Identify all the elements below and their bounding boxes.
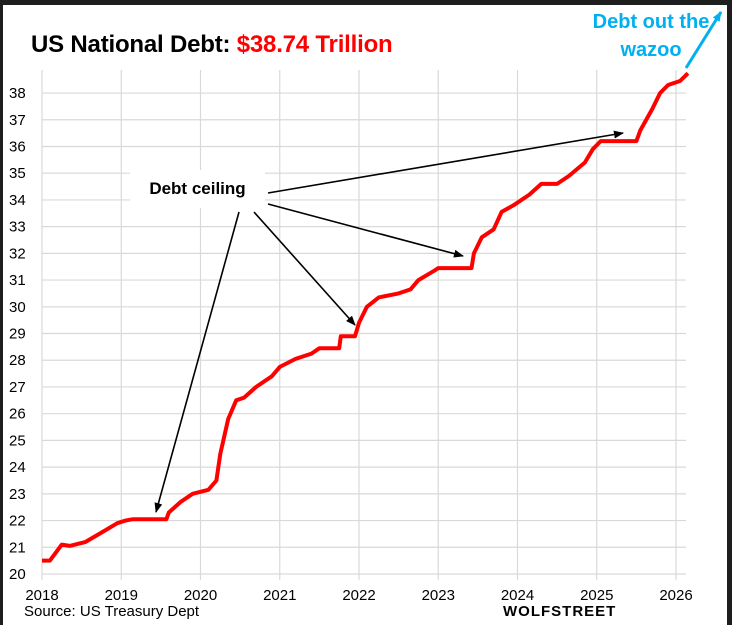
x-tick-label: 2021 bbox=[263, 587, 296, 604]
brand-logo: WOLFSTREET bbox=[503, 603, 617, 620]
x-tick-label: 2025 bbox=[580, 587, 613, 604]
gridlines bbox=[41, 70, 686, 580]
wazoo-line-2: wazoo bbox=[620, 39, 682, 61]
y-tick-label: 26 bbox=[9, 406, 26, 423]
x-tick-label: 2022 bbox=[342, 587, 375, 604]
debt-ceiling-label: Debt ceiling bbox=[130, 170, 265, 208]
y-tick-label: 29 bbox=[9, 326, 26, 343]
x-tick-label: 2024 bbox=[501, 587, 534, 604]
arrow-2021-ceiling bbox=[253, 211, 356, 326]
x-axis-ticks: 2018 2019 2020 2021 2022 2023 2024 2025 2026 bbox=[25, 587, 692, 604]
y-axis-ticks: 20 21 22 23 24 25 26 27 28 29 30 31 32 33 34 35 36 37 38 bbox=[9, 85, 26, 583]
y-tick-label: 33 bbox=[9, 219, 26, 236]
y-tick-label: 28 bbox=[9, 352, 26, 369]
x-tick-label: 2019 bbox=[105, 587, 138, 604]
y-tick-label: 27 bbox=[9, 379, 26, 396]
y-tick-label: 36 bbox=[9, 138, 26, 155]
y-tick-label: 32 bbox=[9, 245, 26, 262]
y-tick-label: 20 bbox=[9, 566, 26, 583]
title-prefix: US National Debt: bbox=[31, 31, 237, 58]
x-tick-label: 2018 bbox=[25, 587, 58, 604]
y-tick-label: 35 bbox=[9, 165, 26, 182]
debt-ceiling-arrows bbox=[154, 130, 624, 513]
x-tick-label: 2020 bbox=[184, 587, 217, 604]
y-tick-label: 22 bbox=[9, 513, 26, 530]
wazoo-annotation: Debt out the wazoo bbox=[573, 8, 729, 64]
y-tick-label: 23 bbox=[9, 486, 26, 503]
wazoo-arrow bbox=[684, 11, 723, 69]
chart-title: US National Debt: $38.74 Trillion bbox=[31, 31, 393, 59]
y-tick-label: 31 bbox=[9, 272, 26, 289]
y-tick-label: 24 bbox=[9, 459, 26, 476]
debt-series-line bbox=[42, 71, 690, 563]
arrow-2025-ceiling bbox=[267, 130, 624, 194]
wazoo-line-1: Debt out the bbox=[592, 11, 710, 33]
y-tick-label: 30 bbox=[9, 299, 26, 316]
y-tick-label: 25 bbox=[9, 432, 26, 449]
x-tick-label: 2023 bbox=[422, 587, 455, 604]
y-tick-label: 37 bbox=[9, 112, 26, 129]
y-tick-label: 21 bbox=[9, 539, 26, 556]
arrow-2019-ceiling bbox=[154, 211, 240, 513]
y-tick-label: 34 bbox=[9, 192, 26, 209]
source-note: Source: US Treasury Dept bbox=[24, 603, 200, 620]
title-value: $38.74 Trillion bbox=[236, 31, 393, 58]
x-tick-label: 2026 bbox=[659, 587, 692, 604]
y-tick-label: 38 bbox=[9, 85, 26, 102]
arrow-2023-ceiling bbox=[267, 203, 464, 258]
